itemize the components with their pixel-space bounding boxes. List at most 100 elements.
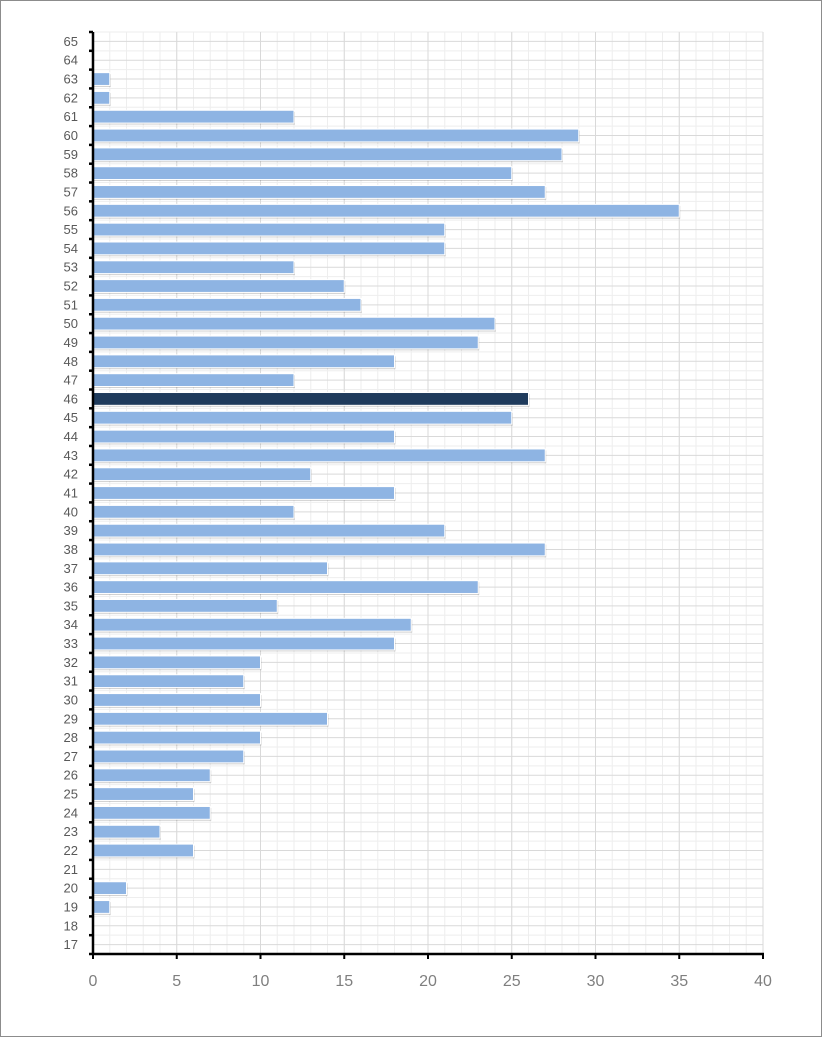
y-tick-label: 28	[64, 730, 78, 745]
bar-46	[92, 392, 529, 406]
y-tick-label: 30	[64, 692, 78, 707]
bar-52	[92, 279, 345, 293]
y-tick-label: 26	[64, 768, 78, 783]
bar-63	[92, 72, 111, 86]
bar-42	[92, 467, 312, 482]
y-tick-label: 39	[64, 523, 78, 538]
y-tick-label: 51	[64, 297, 78, 312]
x-tick-label: 30	[587, 973, 605, 990]
y-tick-label: 65	[64, 34, 78, 49]
x-tick-label: 35	[670, 973, 688, 990]
x-tick-label: 40	[754, 973, 772, 990]
bar-55	[92, 222, 446, 237]
y-tick-label: 45	[64, 410, 78, 425]
y-tick-label: 49	[64, 335, 78, 350]
y-tick-label: 52	[64, 279, 78, 294]
bar-61	[92, 109, 295, 124]
bar-28	[92, 730, 261, 745]
y-tick-label: 25	[64, 787, 78, 802]
y-tick-label: 55	[64, 222, 78, 237]
bar-27	[92, 749, 245, 764]
y-tick-label: 60	[64, 128, 78, 143]
y-tick-label: 50	[64, 316, 78, 331]
bar-30	[92, 693, 261, 707]
y-tick-label: 35	[64, 598, 78, 613]
y-tick-label: 20	[64, 881, 78, 896]
bar-33	[92, 636, 395, 651]
y-tick-label: 64	[64, 53, 78, 68]
bar-23	[92, 824, 161, 839]
y-tick-label: 32	[64, 655, 78, 670]
y-tick-label: 61	[64, 109, 78, 124]
y-tick-label: 40	[64, 504, 78, 519]
y-tick-label: 63	[64, 72, 78, 87]
y-tick-label: 36	[64, 580, 78, 595]
x-tick-labels: 0 5 10 15 20 25 30 35 40	[89, 973, 772, 990]
x-tick-label: 5	[172, 973, 181, 990]
bar-31	[92, 674, 245, 689]
bar-40	[92, 504, 295, 519]
y-tick-label: 57	[64, 184, 78, 199]
y-tick-label: 33	[64, 636, 78, 651]
bar-43	[92, 448, 546, 463]
bar-56	[92, 203, 680, 218]
y-tick-label: 34	[64, 617, 78, 632]
y-tick-label: 53	[64, 260, 78, 275]
bar-37	[92, 561, 328, 576]
y-tick-label: 38	[64, 542, 78, 557]
y-tick-label: 22	[64, 843, 78, 858]
bar-41	[92, 486, 395, 500]
y-tick-label: 47	[64, 373, 78, 388]
y-tick-label: 43	[64, 448, 78, 463]
bar-39	[92, 523, 446, 538]
bar-57	[92, 185, 546, 199]
bar-35	[92, 599, 278, 613]
bar-59	[92, 147, 563, 162]
y-tick-label: 44	[64, 429, 78, 444]
bar-38	[92, 542, 546, 557]
bar-29	[92, 711, 328, 726]
y-tick-label: 46	[64, 391, 78, 406]
bar-36	[92, 580, 479, 594]
y-tick-label: 31	[64, 674, 78, 689]
y-tick-label: 29	[64, 711, 78, 726]
x-tick-label: 15	[335, 973, 353, 990]
y-tick-label: 27	[64, 749, 78, 764]
bar-53	[92, 260, 295, 275]
bar-22	[92, 843, 194, 858]
bar-60	[92, 128, 580, 143]
y-tick-label: 54	[64, 241, 78, 256]
bar-50	[92, 316, 496, 331]
y-tick-label: 37	[64, 561, 78, 576]
x-tick-label: 0	[89, 973, 98, 990]
bar-47	[92, 373, 295, 387]
bar-45	[92, 410, 513, 425]
bar-26	[92, 768, 211, 783]
bar-48	[92, 354, 395, 369]
x-tick-label: 20	[419, 973, 437, 990]
y-tick-label: 59	[64, 147, 78, 162]
bar-19	[92, 900, 111, 914]
y-tick-label: 19	[64, 899, 78, 914]
bar-44	[92, 429, 395, 444]
y-tick-label: 24	[64, 805, 78, 820]
y-tick-label: 58	[64, 166, 78, 181]
y-tick-label: 62	[64, 90, 78, 105]
x-tick-label: 10	[252, 973, 270, 990]
bar-58	[92, 166, 513, 181]
y-tick-label: 56	[64, 203, 78, 218]
y-tick-label: 21	[64, 862, 78, 877]
bar-49	[92, 335, 479, 350]
y-tick-label: 18	[64, 918, 78, 933]
bar-54	[92, 241, 446, 256]
bar-25	[92, 787, 194, 801]
y-tick-label: 42	[64, 467, 78, 482]
bar-series	[92, 72, 681, 915]
y-tick-labels: 17 18 19 20 21 22 23 24 25 26 27 28 29 30 31 32 33 34 35 36…	[64, 34, 78, 952]
axes	[89, 30, 764, 959]
x-tick-label: 25	[503, 973, 521, 990]
bar-32	[92, 655, 261, 670]
y-tick-label: 41	[64, 486, 78, 501]
